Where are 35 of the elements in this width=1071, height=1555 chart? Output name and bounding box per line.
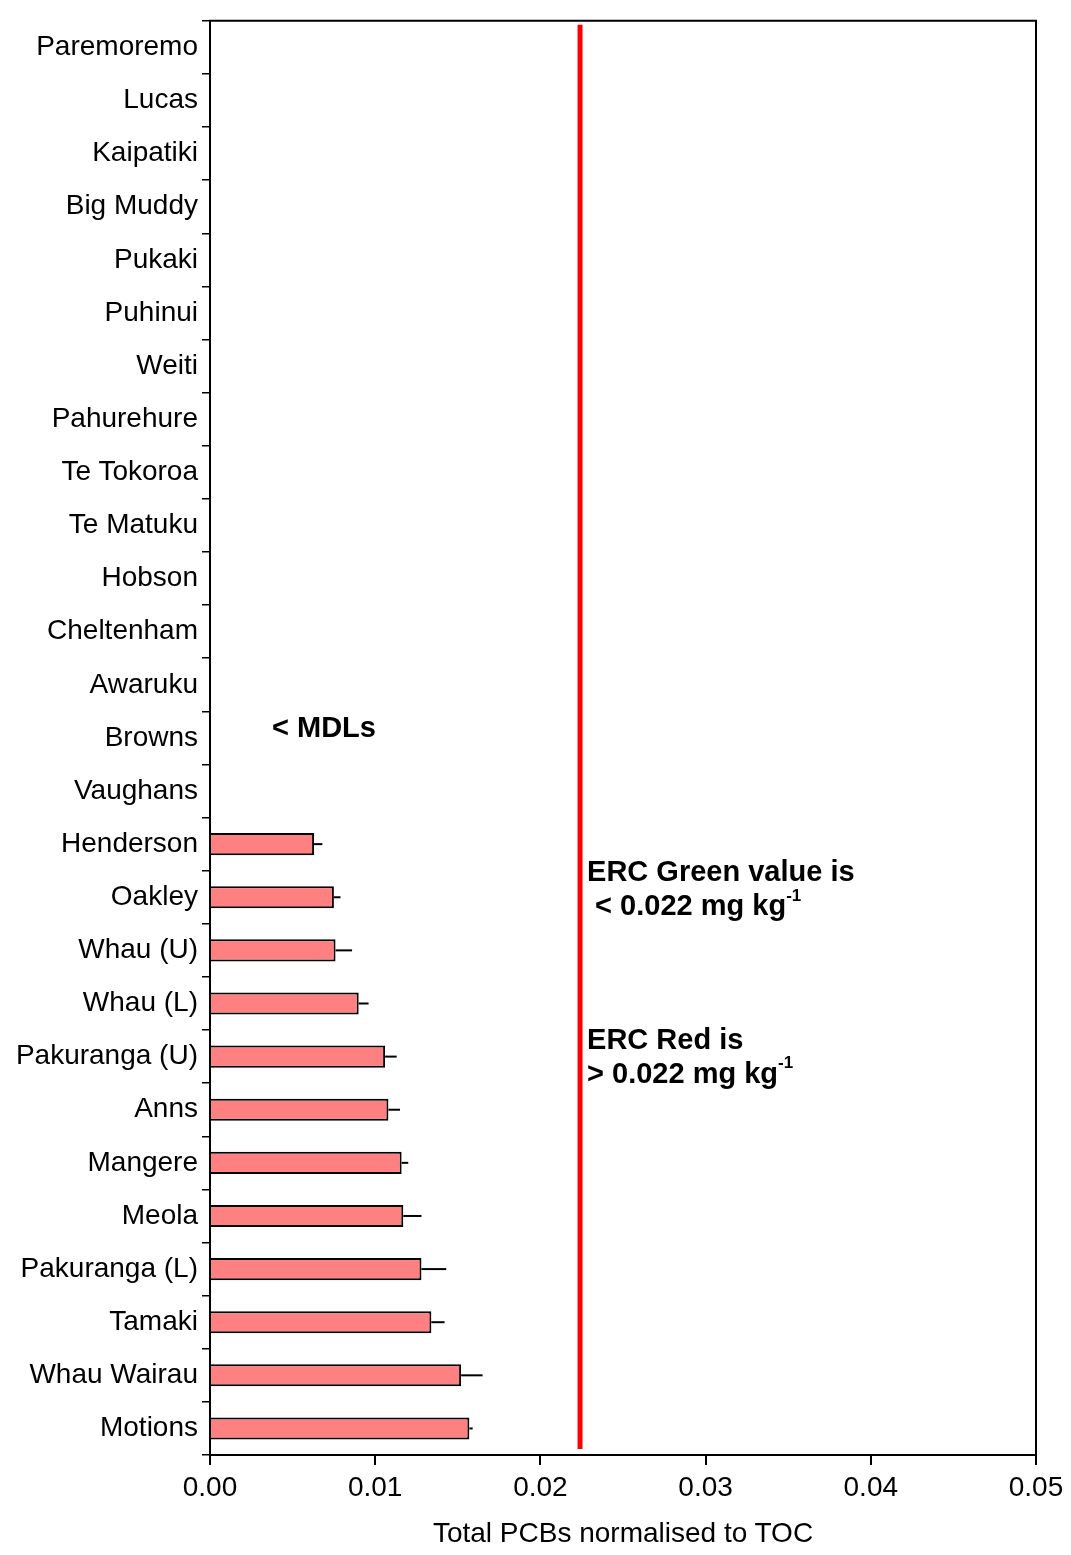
y-tick-label: Tamaki xyxy=(109,1304,198,1336)
y-tick-label: Anns xyxy=(134,1092,198,1124)
y-tick-label: Browns xyxy=(104,720,198,752)
y-tick-label: Vaughans xyxy=(73,773,198,805)
y-tick-label: Henderson xyxy=(61,826,198,858)
y-tick-label: Cheltenham xyxy=(47,614,198,646)
y-tick-label: Puhinui xyxy=(104,295,198,327)
x-tick-label: 0.05 xyxy=(1008,1470,1064,1502)
annotation: < MDLs xyxy=(272,711,376,744)
y-tick-label: Te Tokoroa xyxy=(61,455,199,487)
y-tick-label: Awaruku xyxy=(89,667,198,699)
y-tick-label: Kaipatiki xyxy=(92,136,198,168)
x-tick-label: 0.04 xyxy=(843,1470,899,1502)
y-tick-label: Pukaki xyxy=(113,242,198,274)
y-tick-label: Oakley xyxy=(110,879,198,911)
y-tick-label: Pahurehure xyxy=(51,401,198,433)
x-tick-label: 0.02 xyxy=(513,1470,568,1502)
x-tick-label: 0.03 xyxy=(678,1470,733,1502)
x-axis-title: Total PCBs normalised to TOC xyxy=(432,1516,814,1548)
y-tick-label: Whau Wairau xyxy=(29,1358,198,1390)
x-tick-label: 0.01 xyxy=(347,1470,403,1502)
y-tick-label: Paremoremo xyxy=(36,30,198,62)
y-tick-label: Pakuranga (U) xyxy=(15,1039,198,1071)
y-tick-label: Meola xyxy=(121,1198,199,1230)
y-tick-label: Whau (L) xyxy=(82,986,198,1018)
y-tick-label: Motions xyxy=(99,1411,198,1443)
y-tick-label: Hobson xyxy=(101,561,198,593)
y-tick-label: Weiti xyxy=(136,348,198,380)
y-tick-label: Pakuranga (L) xyxy=(20,1251,198,1283)
y-tick-label: Whau (U) xyxy=(78,933,198,965)
x-tick-label: 0.00 xyxy=(182,1470,238,1502)
y-tick-label: Te Matuku xyxy=(68,508,198,540)
y-tick-label: Big Muddy xyxy=(65,189,198,221)
y-tick-label: Mangere xyxy=(87,1145,198,1177)
y-tick-label: Lucas xyxy=(123,83,198,115)
